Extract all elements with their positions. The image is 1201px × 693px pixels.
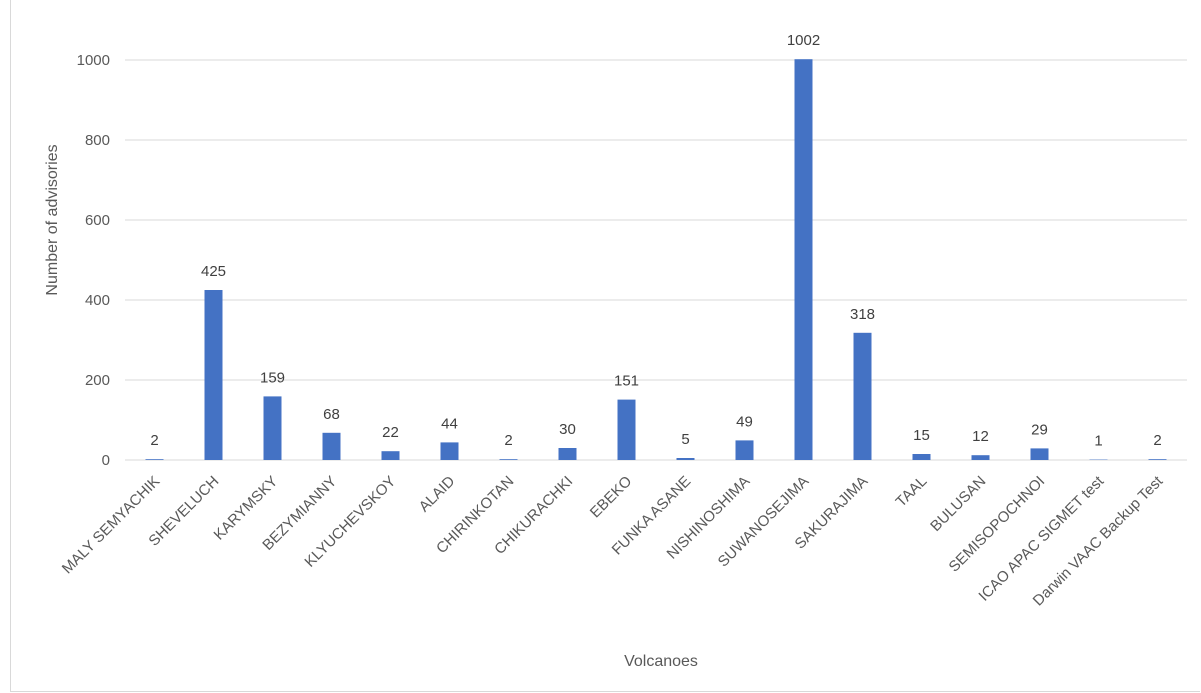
data-label: 159	[260, 369, 285, 386]
bar	[322, 432, 341, 460]
bar	[499, 459, 518, 460]
data-label: 68	[323, 406, 340, 423]
data-label: 1	[1094, 433, 1102, 450]
data-label: 318	[850, 306, 875, 323]
bar	[1148, 459, 1167, 460]
data-label: 2	[1153, 432, 1161, 449]
bar	[735, 440, 754, 460]
x-tick-label: TAAL	[893, 473, 931, 511]
bar	[971, 455, 990, 460]
bar	[1030, 448, 1049, 460]
x-tick-label: MALY SEMYACHIK	[59, 473, 164, 578]
x-axis-ticks: MALY SEMYACHIKSHEVELUCHKARYMSKYBEZYMIANN…	[59, 472, 1167, 609]
y-tick-label: 600	[85, 212, 110, 229]
bar	[204, 290, 223, 460]
data-label: 425	[201, 263, 226, 280]
data-label: 44	[441, 415, 458, 432]
data-label: 1002	[787, 32, 820, 49]
data-label: 49	[736, 413, 753, 430]
x-axis-title: Volcanoes	[624, 653, 698, 670]
x-tick-label: BULUSAN	[927, 473, 989, 535]
data-label: 22	[382, 424, 399, 441]
bar	[440, 442, 459, 460]
bar	[617, 399, 636, 460]
y-tick-label: 400	[85, 292, 110, 309]
bar	[558, 448, 577, 460]
y-tick-label: 1000	[77, 52, 110, 69]
bar	[676, 458, 695, 460]
y-tick-label: 0	[102, 452, 110, 469]
bar	[145, 459, 164, 460]
chart-frame	[10, 0, 1200, 692]
bar	[853, 332, 872, 460]
data-label: 30	[559, 421, 576, 438]
x-tick-label: ALAID	[416, 473, 459, 516]
bar	[912, 454, 931, 460]
bar	[263, 396, 282, 460]
data-label: 29	[1031, 421, 1048, 438]
bar	[381, 451, 400, 460]
y-axis-title: Number of advisories	[44, 144, 61, 295]
y-axis-ticks: 0 200 400 600 800 1000	[77, 52, 110, 469]
y-tick-label: 800	[85, 132, 110, 149]
data-label: 15	[913, 427, 930, 444]
data-label: 5	[681, 431, 689, 448]
bars	[145, 59, 1167, 460]
data-label: 2	[150, 432, 158, 449]
data-label: 12	[972, 428, 989, 445]
data-label: 151	[614, 373, 639, 390]
gridlines	[125, 59, 1187, 461]
x-tick-label: EBEKO	[587, 473, 636, 522]
y-tick-label: 200	[85, 372, 110, 389]
bar	[794, 59, 813, 460]
data-label: 2	[504, 432, 512, 449]
